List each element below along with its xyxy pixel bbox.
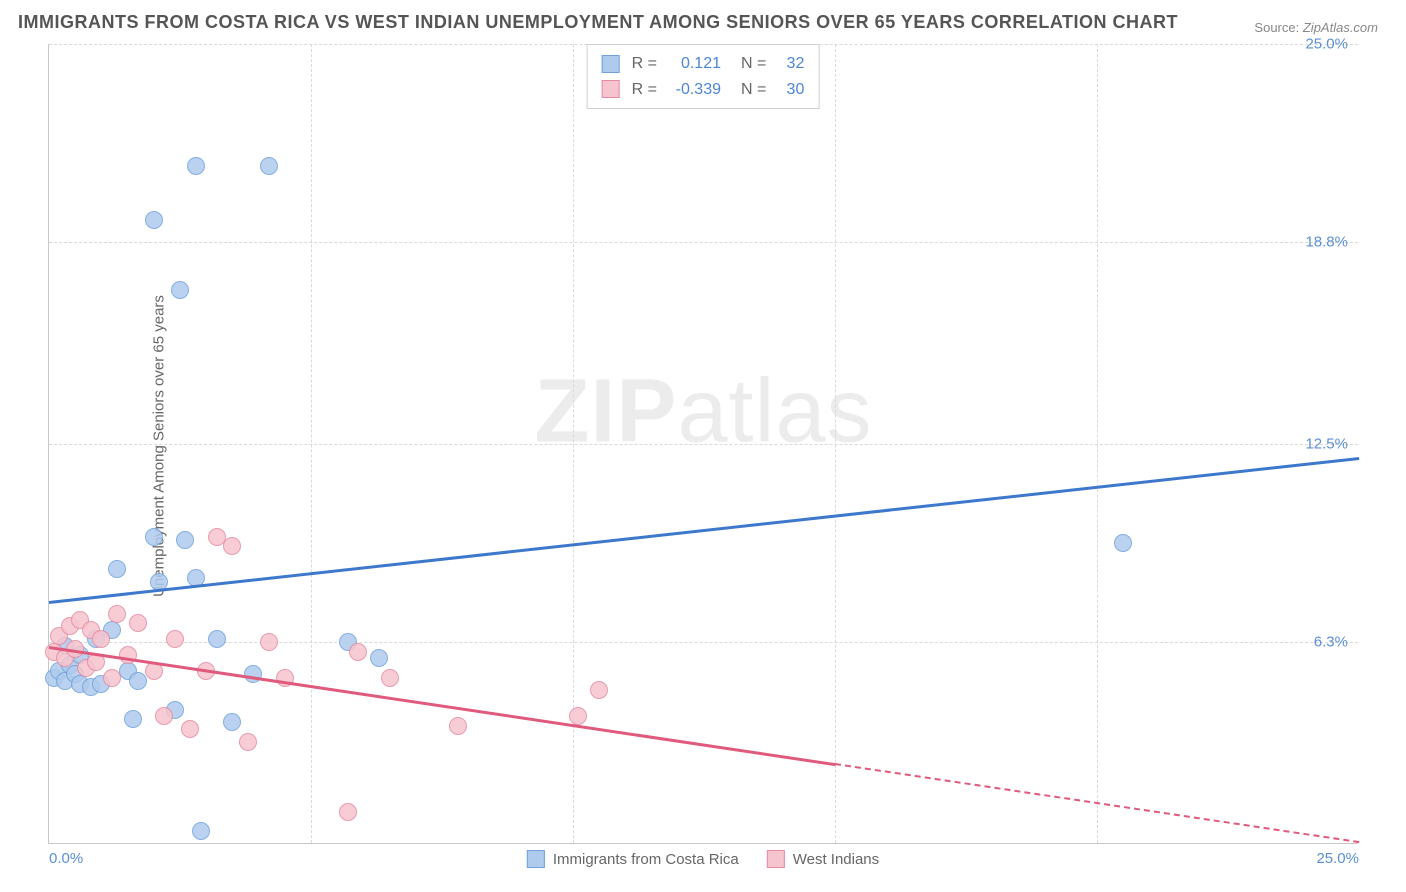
r-value: 0.121 xyxy=(665,51,721,77)
source-attribution: Source: ZipAtlas.com xyxy=(1254,20,1378,35)
data-point xyxy=(339,803,357,821)
legend-row: R = -0.339 N = 30 xyxy=(602,77,805,103)
data-point xyxy=(244,665,262,683)
gridline-vertical xyxy=(1097,44,1098,843)
data-point xyxy=(187,157,205,175)
data-point xyxy=(569,707,587,725)
legend-swatch xyxy=(602,55,620,73)
y-tick-label: 18.8% xyxy=(1305,234,1348,251)
watermark-rest: atlas xyxy=(677,361,872,461)
legend-item: West Indians xyxy=(767,850,879,868)
data-point xyxy=(349,643,367,661)
data-point xyxy=(166,630,184,648)
data-point xyxy=(223,713,241,731)
source-label: Source: xyxy=(1254,20,1299,35)
legend-swatch xyxy=(767,850,785,868)
r-label: R = xyxy=(632,77,657,103)
r-label: R = xyxy=(632,51,657,77)
n-label: N = xyxy=(741,51,766,77)
data-point xyxy=(239,733,257,751)
gridline-horizontal xyxy=(49,242,1358,243)
data-point xyxy=(260,633,278,651)
n-label: N = xyxy=(741,77,766,103)
data-point xyxy=(590,681,608,699)
data-point xyxy=(181,720,199,738)
legend-item: Immigrants from Costa Rica xyxy=(527,850,739,868)
data-point xyxy=(145,528,163,546)
source-value: ZipAtlas.com xyxy=(1303,20,1378,35)
data-point xyxy=(155,707,173,725)
y-tick-label: 25.0% xyxy=(1305,36,1348,53)
gridline-horizontal xyxy=(49,642,1358,643)
data-point xyxy=(176,531,194,549)
data-point xyxy=(92,630,110,648)
scatter-plot-area: ZIPatlas 6.3%12.5%18.8%25.0%0.0%25.0% xyxy=(48,44,1358,844)
legend-label: Immigrants from Costa Rica xyxy=(553,851,739,868)
data-point xyxy=(145,211,163,229)
trend-line xyxy=(49,457,1359,604)
data-point xyxy=(129,672,147,690)
data-point xyxy=(103,669,121,687)
data-point xyxy=(124,710,142,728)
data-point xyxy=(449,717,467,735)
watermark: ZIPatlas xyxy=(534,360,872,463)
legend-row: R = 0.121 N = 32 xyxy=(602,51,805,77)
y-tick-label: 12.5% xyxy=(1305,436,1348,453)
data-point xyxy=(208,630,226,648)
data-point xyxy=(260,157,278,175)
legend-label: West Indians xyxy=(793,851,879,868)
gridline-vertical xyxy=(311,44,312,843)
data-point xyxy=(381,669,399,687)
series-legend: Immigrants from Costa Rica West Indians xyxy=(527,850,879,868)
data-point xyxy=(223,537,241,555)
legend-swatch xyxy=(527,850,545,868)
chart-title: IMMIGRANTS FROM COSTA RICA VS WEST INDIA… xyxy=(18,12,1178,33)
data-point xyxy=(1114,534,1132,552)
n-value: 30 xyxy=(774,77,804,103)
data-point xyxy=(370,649,388,667)
x-tick-label: 25.0% xyxy=(1316,850,1359,867)
data-point xyxy=(192,822,210,840)
y-tick-label: 6.3% xyxy=(1314,634,1348,651)
legend-swatch xyxy=(602,80,620,98)
n-value: 32 xyxy=(774,51,804,77)
gridline-horizontal xyxy=(49,444,1358,445)
gridline-vertical xyxy=(835,44,836,843)
data-point xyxy=(108,605,126,623)
data-point xyxy=(129,614,147,632)
watermark-bold: ZIP xyxy=(534,361,677,461)
data-point xyxy=(108,560,126,578)
r-value: -0.339 xyxy=(665,77,721,103)
x-tick-label: 0.0% xyxy=(49,850,83,867)
correlation-legend: R = 0.121 N = 32 R = -0.339 N = 30 xyxy=(587,44,820,109)
data-point xyxy=(171,281,189,299)
